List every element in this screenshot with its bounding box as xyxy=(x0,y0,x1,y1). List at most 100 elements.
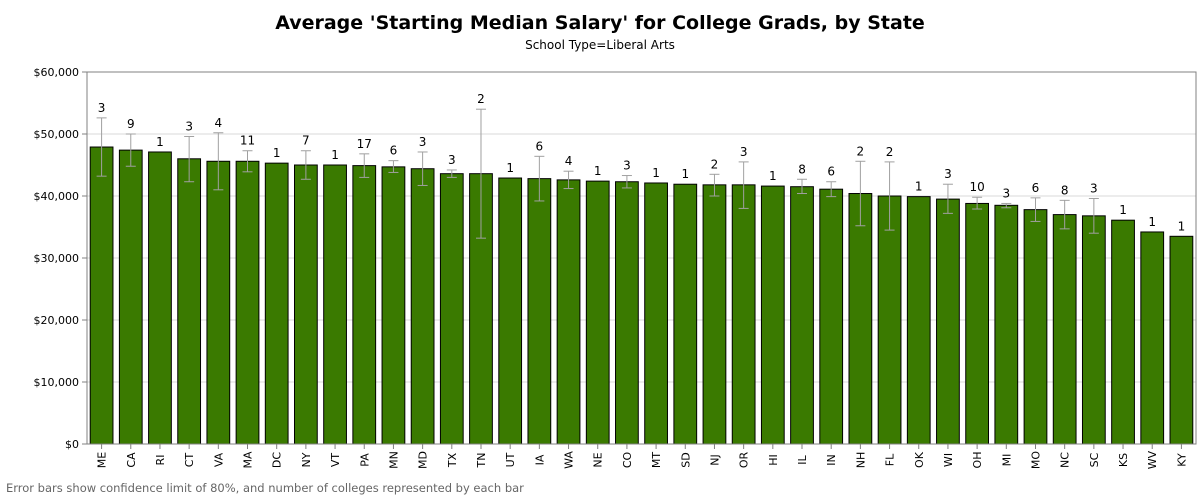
error-bar-VA xyxy=(213,132,224,191)
count-label-KY: 1 xyxy=(1178,219,1186,233)
count-label-IL: 8 xyxy=(798,162,806,176)
x-tick-label-SD: SD xyxy=(679,452,692,467)
y-tick-label: $0 xyxy=(65,438,79,451)
count-label-SC: 3 xyxy=(1090,181,1098,195)
error-bar-IA xyxy=(534,155,545,202)
x-tick-label-CO: CO xyxy=(621,451,634,468)
x-tick-label-OR: OR xyxy=(738,451,751,468)
chart-footnote: Error bars show confidence limit of 80%,… xyxy=(6,481,524,495)
count-label-HI: 1 xyxy=(769,169,777,183)
x-tick-label-MD: MD xyxy=(417,451,430,469)
count-label-VA: 4 xyxy=(215,116,223,130)
count-label-NE: 1 xyxy=(594,164,602,178)
count-label-IN: 6 xyxy=(827,165,835,179)
bar-NY xyxy=(293,164,318,445)
error-bar-MI xyxy=(1001,202,1012,209)
error-bar-IL xyxy=(797,178,808,195)
y-tick-label: $50,000 xyxy=(34,128,80,141)
x-tick-label-NY: NY xyxy=(300,452,313,467)
error-bar-OR xyxy=(738,161,749,209)
error-bar-NC xyxy=(1059,199,1070,230)
count-label-VT: 1 xyxy=(331,148,339,162)
x-tick-label-OH: OH xyxy=(971,452,984,469)
count-label-MN: 6 xyxy=(390,144,398,158)
count-label-MI: 3 xyxy=(1002,186,1010,200)
count-label-FL: 2 xyxy=(886,145,894,159)
bar-NC xyxy=(1052,214,1077,445)
count-label-UT: 1 xyxy=(506,161,514,175)
error-bar-MA xyxy=(242,150,253,173)
count-label-TX: 3 xyxy=(448,153,456,167)
x-tick-label-IN: IN xyxy=(825,454,838,465)
bars xyxy=(89,146,1194,445)
error-bar-WI xyxy=(942,183,953,214)
count-label-IA: 6 xyxy=(536,139,544,153)
x-tick-label-WA: WA xyxy=(563,451,576,469)
error-bar-CT xyxy=(184,135,195,183)
count-label-ME: 3 xyxy=(98,101,106,115)
count-label-RI: 1 xyxy=(156,135,164,149)
x-tick-label-DC: DC xyxy=(271,452,284,468)
count-label-SD: 1 xyxy=(681,167,689,181)
count-label-NJ: 2 xyxy=(711,157,719,171)
x-axis-ticks: ME CA RI CT VA MA DC NY VT PA MN MD TX TN UT IA WA NE CO MT… xyxy=(96,444,1188,469)
count-label-NH: 2 xyxy=(857,144,865,158)
error-bar-TN xyxy=(475,108,486,239)
error-bars xyxy=(96,108,1099,239)
x-tick-label-VA: VA xyxy=(212,452,225,467)
bar-NE xyxy=(585,180,610,445)
bar-IA xyxy=(527,178,552,445)
x-tick-label-MO: MO xyxy=(1029,451,1042,469)
bar-MO xyxy=(1023,209,1048,445)
count-label-OH: 10 xyxy=(969,180,984,194)
bar-HI xyxy=(760,185,785,445)
chart-subtitle: School Type=Liberal Arts xyxy=(525,38,675,52)
x-tick-label-PA: PA xyxy=(358,453,371,467)
x-tick-label-NE: NE xyxy=(592,452,605,467)
count-label-MO: 6 xyxy=(1032,181,1040,195)
bar-MT xyxy=(644,182,668,445)
count-label-MA: 11 xyxy=(240,134,255,148)
count-label-CO: 3 xyxy=(623,159,631,173)
bar-CT xyxy=(177,158,202,445)
x-tick-label-NH: NH xyxy=(854,452,867,469)
x-tick-label-NC: NC xyxy=(1059,452,1072,468)
count-label-WV: 1 xyxy=(1148,215,1156,229)
count-label-KS: 1 xyxy=(1119,203,1127,217)
chart-title: Average 'Starting Median Salary' for Col… xyxy=(275,12,925,34)
x-tick-label-SC: SC xyxy=(1088,452,1101,467)
y-tick-label: $30,000 xyxy=(34,252,80,265)
x-tick-label-NJ: NJ xyxy=(708,454,721,465)
error-bar-CO xyxy=(621,175,632,189)
bar-VT xyxy=(323,164,347,445)
x-tick-label-MN: MN xyxy=(387,451,400,469)
bar-SD xyxy=(673,183,698,445)
x-tick-label-IL: IL xyxy=(796,454,809,464)
count-label-NY: 7 xyxy=(302,134,310,148)
bar-ME xyxy=(89,146,114,445)
y-tick-label: $10,000 xyxy=(34,376,80,389)
bar-OR xyxy=(731,184,756,445)
error-bar-CA xyxy=(125,133,136,167)
x-tick-label-TX: TX xyxy=(446,452,459,468)
bar-KS xyxy=(1111,219,1135,445)
count-label-OR: 3 xyxy=(740,145,748,159)
x-tick-label-MI: MI xyxy=(1000,454,1013,467)
error-bar-WA xyxy=(563,170,574,190)
x-tick-label-TN: TN xyxy=(475,453,488,469)
x-tick-label-OK: OK xyxy=(913,451,926,468)
x-tick-label-FL: FL xyxy=(884,453,897,466)
error-bar-OH xyxy=(972,196,983,210)
x-tick-label-WV: WV xyxy=(1146,450,1159,469)
count-label-CT: 3 xyxy=(185,119,193,133)
x-tick-label-CT: CT xyxy=(183,453,196,468)
y-tick-label: $40,000 xyxy=(34,190,80,203)
bar-WI xyxy=(936,198,960,445)
plot-area-frame xyxy=(86,71,1197,445)
bar-UT xyxy=(498,177,523,445)
bar-IN xyxy=(819,188,844,445)
bar-PA xyxy=(352,165,377,445)
x-tick-label-UT: UT xyxy=(504,452,517,467)
